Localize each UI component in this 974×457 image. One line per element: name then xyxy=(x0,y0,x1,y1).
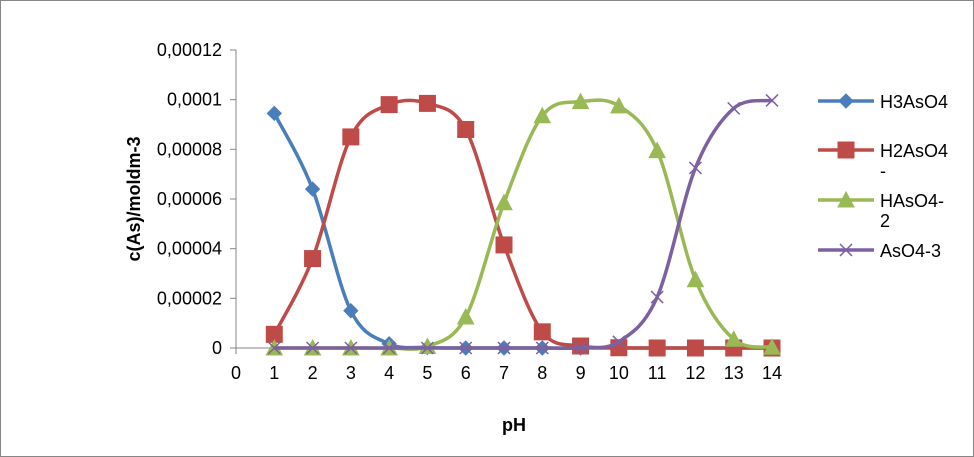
data-point xyxy=(266,105,282,122)
series-line xyxy=(274,98,773,351)
x-tick-label: 1 xyxy=(269,363,279,383)
data-point xyxy=(727,101,741,115)
data-point xyxy=(688,161,702,175)
data-point xyxy=(612,335,626,349)
data-point xyxy=(648,339,666,357)
y-axis-title-group: c(As)/moldm-3 xyxy=(124,136,144,261)
data-point xyxy=(497,341,511,355)
legend-label: AsO4-3 xyxy=(880,241,941,261)
data-point xyxy=(650,290,664,304)
y-tick-label: 0,00002 xyxy=(157,288,222,308)
plot-series xyxy=(265,92,781,357)
series-1 xyxy=(265,94,781,357)
data-point xyxy=(648,141,666,159)
data-point xyxy=(456,307,475,325)
y-tick-label: 0 xyxy=(212,338,222,358)
x-tick-label: 10 xyxy=(609,363,629,383)
x-tick-label: 4 xyxy=(384,363,394,383)
legend-item: H2AsO4- xyxy=(818,141,948,181)
y-axis-title: c(As)/moldm-3 xyxy=(124,136,144,261)
legend-item: H3AsO4 xyxy=(818,92,948,112)
legend-label: HAsO4-2 xyxy=(880,191,944,231)
data-point xyxy=(495,236,513,254)
y-tick-label: 0,00006 xyxy=(157,189,222,209)
data-point xyxy=(306,341,320,355)
y-tick-label: 0,00004 xyxy=(157,239,222,259)
legend-marker xyxy=(839,243,853,257)
x-tick-label: 6 xyxy=(461,363,471,383)
data-point xyxy=(763,338,781,355)
legend-marker xyxy=(837,190,855,208)
x-tick-label: 7 xyxy=(499,363,509,383)
data-point xyxy=(610,96,628,114)
data-point xyxy=(535,341,549,355)
x-tick-label: 13 xyxy=(724,363,744,383)
y-tick-label: 0,00008 xyxy=(157,139,222,159)
y-tick-label: 0,00012 xyxy=(157,40,222,60)
x-tick-label: 2 xyxy=(308,363,318,383)
x-tick-label: 5 xyxy=(422,363,432,383)
legend: H3AsO4 H2AsO4 - HAsO4-2 AsO4-3 xyxy=(818,92,948,261)
x-tick-label: 8 xyxy=(537,363,547,383)
legend-item: HAsO4-2 xyxy=(818,190,944,231)
legend-label: H2AsO4- xyxy=(880,141,948,181)
data-point xyxy=(380,96,398,114)
x-tick-label: 11 xyxy=(648,363,667,383)
x-tick-label: 14 xyxy=(762,363,782,383)
data-point xyxy=(418,337,437,355)
data-point xyxy=(574,341,588,355)
y-tick-label: 0,0001 xyxy=(167,90,222,110)
data-point xyxy=(765,93,779,107)
legend-item: AsO4-3 xyxy=(818,241,941,261)
x-tick-label: 0 xyxy=(231,363,241,383)
data-point xyxy=(495,193,513,211)
data-point xyxy=(382,341,396,355)
data-point xyxy=(304,250,322,268)
series-3 xyxy=(267,93,779,355)
data-point xyxy=(459,341,473,355)
x-tick-label: 9 xyxy=(576,363,586,383)
data-point xyxy=(686,270,705,288)
data-point xyxy=(571,92,590,110)
data-point xyxy=(267,341,281,355)
x-tick-label: 3 xyxy=(346,363,356,383)
data-point xyxy=(418,94,436,112)
data-point xyxy=(344,341,358,355)
legend-marker xyxy=(838,93,854,109)
data-point xyxy=(304,181,321,197)
legend-marker xyxy=(837,141,855,159)
data-point xyxy=(724,330,743,347)
data-point xyxy=(342,128,360,146)
axes: 0 0,00002 0,00004 0,00006 0,00008 0,0001 0,000… xyxy=(157,40,782,383)
data-point xyxy=(533,323,551,341)
x-axis-title: pH xyxy=(502,415,526,435)
data-point xyxy=(457,120,475,138)
data-point xyxy=(686,339,704,357)
x-tick-label: 12 xyxy=(685,363,705,383)
legend-label: H3AsO4 xyxy=(880,92,948,112)
data-point xyxy=(533,106,552,124)
data-point xyxy=(420,341,434,355)
data-point xyxy=(343,303,359,319)
